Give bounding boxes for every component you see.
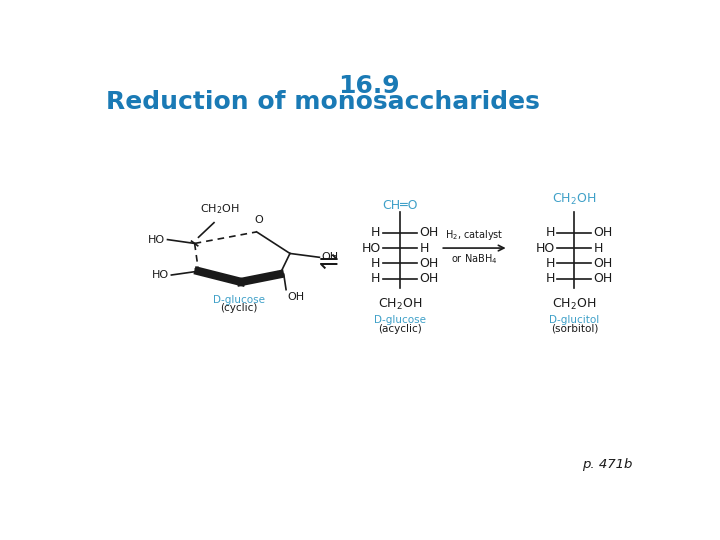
Text: OH: OH: [322, 252, 339, 262]
Text: CH═O: CH═O: [382, 199, 418, 212]
Text: D-glucose: D-glucose: [213, 295, 265, 305]
Text: p. 471b: p. 471b: [582, 458, 632, 471]
Text: HO: HO: [152, 270, 169, 280]
Text: H$_2$, catalyst: H$_2$, catalyst: [445, 228, 504, 242]
Text: (sorbitol): (sorbitol): [551, 324, 598, 334]
Text: D-glucose: D-glucose: [374, 315, 426, 326]
Text: OH: OH: [287, 292, 305, 302]
Text: H: H: [546, 226, 555, 239]
Text: HO: HO: [536, 241, 555, 254]
Text: CH$_2$OH: CH$_2$OH: [552, 298, 596, 313]
Text: O: O: [255, 215, 264, 225]
Text: CH$_2$OH: CH$_2$OH: [199, 202, 239, 217]
Text: (cyclic): (cyclic): [220, 303, 258, 313]
Text: H: H: [546, 272, 555, 285]
Text: HO: HO: [148, 234, 165, 245]
Text: H: H: [419, 241, 428, 254]
Text: (acyclic): (acyclic): [378, 324, 422, 334]
Text: OH: OH: [419, 226, 438, 239]
Text: OH: OH: [594, 272, 613, 285]
Text: H: H: [546, 257, 555, 270]
Text: H: H: [372, 226, 381, 239]
Text: CH$_2$OH: CH$_2$OH: [378, 298, 422, 313]
Text: H: H: [372, 272, 381, 285]
Text: OH: OH: [594, 257, 613, 270]
Text: H: H: [594, 241, 603, 254]
Text: H: H: [372, 257, 381, 270]
Text: 16.9: 16.9: [338, 75, 400, 98]
Text: ⇌: ⇌: [319, 250, 338, 274]
Text: HO: HO: [361, 241, 381, 254]
Text: or NaBH$_4$: or NaBH$_4$: [451, 253, 498, 266]
Text: OH: OH: [419, 257, 438, 270]
Text: CH$_2$OH: CH$_2$OH: [552, 192, 596, 207]
Text: OH: OH: [594, 226, 613, 239]
Text: Reduction of monosaccharides: Reduction of monosaccharides: [106, 90, 539, 114]
Text: D-glucitol: D-glucitol: [549, 315, 600, 326]
Text: OH: OH: [419, 272, 438, 285]
